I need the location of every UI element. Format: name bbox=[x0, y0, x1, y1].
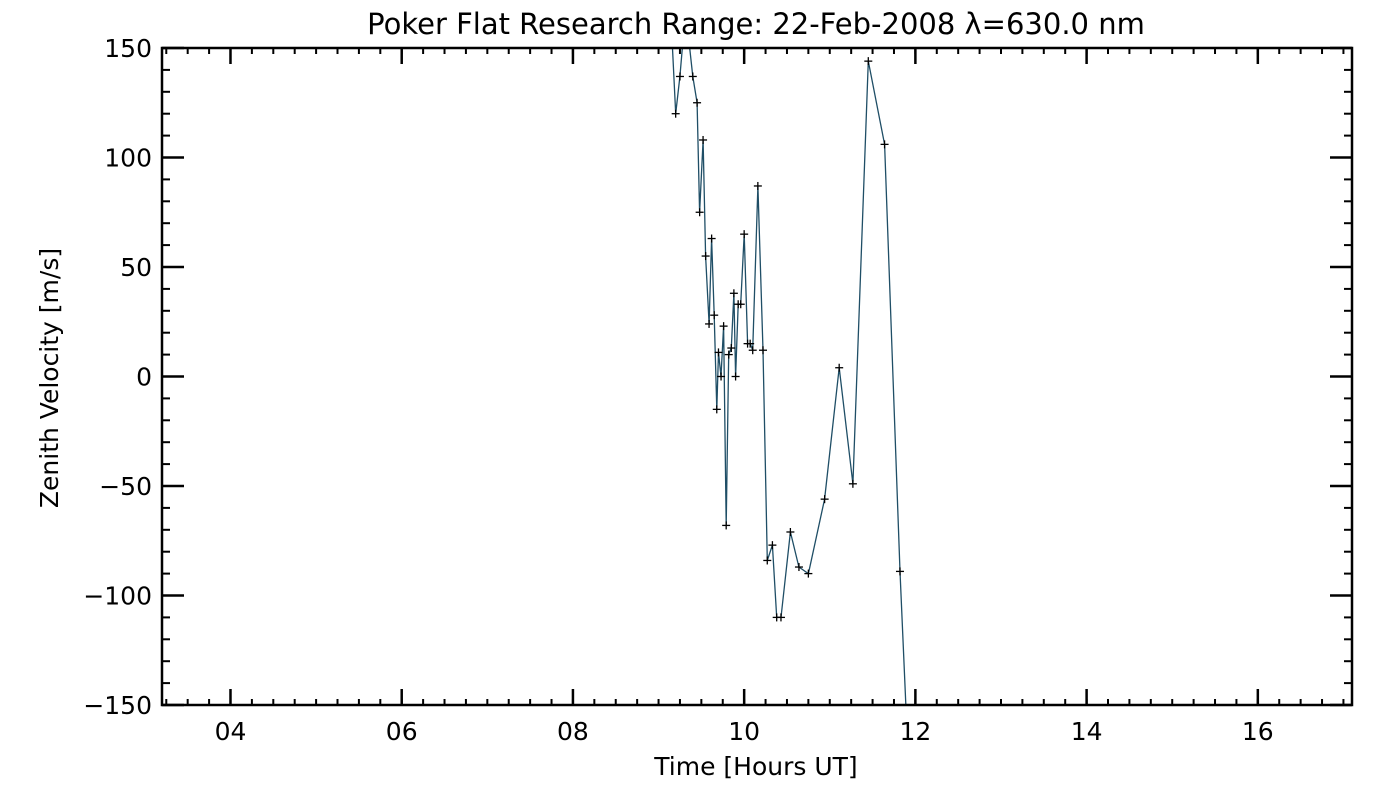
x-tick-label: 10 bbox=[728, 717, 760, 746]
x-tick-label: 08 bbox=[557, 717, 589, 746]
data-point-marker bbox=[722, 521, 731, 530]
data-point-marker bbox=[710, 311, 719, 320]
data-point-marker bbox=[714, 348, 723, 357]
series-line bbox=[671, 48, 907, 705]
data-point-marker bbox=[848, 479, 857, 488]
data-point-marker bbox=[864, 57, 873, 66]
data-point-marker bbox=[693, 98, 702, 107]
data-point-marker bbox=[736, 300, 745, 309]
data-point-marker bbox=[835, 363, 844, 372]
x-tick-label: 14 bbox=[1071, 717, 1103, 746]
data-point-marker bbox=[776, 613, 785, 622]
data-point-marker bbox=[768, 541, 777, 550]
data-markers bbox=[671, 57, 904, 622]
y-tick-label: 100 bbox=[104, 144, 152, 173]
data-point-marker bbox=[794, 563, 803, 572]
data-point-marker bbox=[746, 339, 755, 348]
data-point-marker bbox=[731, 372, 740, 381]
data-point-marker bbox=[671, 109, 680, 118]
data-point-marker bbox=[695, 208, 704, 217]
data-point-marker bbox=[804, 569, 813, 578]
data-point-marker bbox=[712, 405, 721, 414]
chart-title: Poker Flat Research Range: 22-Feb-2008 λ… bbox=[367, 7, 1145, 41]
x-axis-label: Time [Hours UT] bbox=[653, 752, 857, 781]
data-point-marker bbox=[707, 234, 716, 243]
x-tick-label: 04 bbox=[215, 717, 247, 746]
data-point-marker bbox=[753, 181, 762, 190]
data-point-marker bbox=[727, 344, 736, 353]
y-tick-label: 50 bbox=[120, 253, 152, 282]
tick-labels: 04 06 08 10 12 14 16 −150 −100 −50 0 50 100 150 bbox=[83, 34, 1273, 746]
y-tick-label: −150 bbox=[83, 691, 152, 720]
x-tick-label: 12 bbox=[899, 717, 931, 746]
data-point-marker bbox=[701, 252, 710, 261]
data-point-marker bbox=[688, 72, 697, 81]
plot-area bbox=[671, 48, 907, 705]
data-point-marker bbox=[820, 495, 829, 504]
axis-ticks bbox=[162, 46, 1352, 707]
data-point-marker bbox=[763, 556, 772, 565]
y-tick-label: −100 bbox=[83, 582, 152, 611]
data-point-marker bbox=[895, 567, 904, 576]
data-point-marker bbox=[724, 350, 733, 359]
data-point-marker bbox=[729, 289, 738, 298]
y-axis-label: Zenith Velocity [m/s] bbox=[35, 248, 64, 508]
x-tick-label: 16 bbox=[1242, 717, 1274, 746]
data-point-marker bbox=[719, 322, 728, 331]
data-point-marker bbox=[740, 230, 749, 239]
data-point-marker bbox=[758, 346, 767, 355]
data-point-marker bbox=[705, 319, 714, 328]
plot-frame bbox=[160, 46, 1354, 707]
data-point-marker bbox=[699, 135, 708, 144]
data-point-marker bbox=[675, 72, 684, 81]
data-point-marker bbox=[880, 140, 889, 149]
y-tick-label: 150 bbox=[104, 34, 152, 63]
y-tick-label: 0 bbox=[136, 363, 152, 392]
x-tick-label: 06 bbox=[386, 717, 418, 746]
data-point-marker bbox=[786, 527, 795, 536]
y-tick-label: −50 bbox=[99, 472, 152, 501]
data-point-marker bbox=[748, 346, 757, 355]
data-point-marker bbox=[717, 372, 726, 381]
